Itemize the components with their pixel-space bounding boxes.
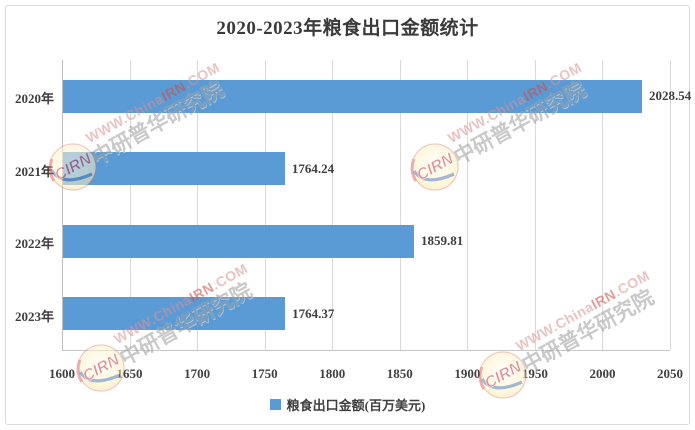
- bar-value-label: 1764.24: [291, 160, 335, 176]
- x-tick-label: 2000: [589, 366, 616, 381]
- category-label: 2023年: [14, 308, 54, 324]
- gridline: [399, 60, 401, 350]
- legend-label: 粮食出口金额(百万美元): [286, 397, 426, 413]
- x-axis-line: [62, 350, 670, 351]
- cirn-logo-icon: CIRN: [410, 143, 459, 191]
- watermark-url-segment: .COM: [610, 267, 653, 300]
- gridline: [129, 60, 131, 350]
- x-tick-label: 1700: [184, 366, 211, 381]
- category-label: 2022年: [14, 236, 54, 252]
- x-tick-label: 1600: [49, 366, 75, 381]
- chart-title: 2020-2023年粮食出口金额统计: [216, 18, 479, 39]
- bar-value-label: 1859.81: [421, 233, 464, 249]
- bar-2020年: [63, 79, 642, 113]
- x-tick-label: 1900: [454, 366, 481, 381]
- legend: 粮食出口金额(百万美元): [0, 394, 695, 414]
- gridline: [197, 60, 199, 350]
- bar-2022年: [63, 224, 415, 258]
- x-tick-label: 1800: [319, 366, 346, 381]
- bar-value-label: 1764.37: [292, 305, 335, 321]
- bar-2023年: [63, 297, 286, 331]
- svg-text:CIRN: CIRN: [414, 150, 457, 184]
- watermark-url-segment: IRN: [588, 285, 619, 313]
- watermark-org-text: 中研普华研究院: [518, 285, 658, 378]
- gridline: [467, 60, 469, 350]
- category-label: 2020年: [14, 91, 54, 107]
- x-tick-label: 1650: [116, 366, 143, 381]
- cirn-logo: CIRN: [409, 141, 461, 193]
- chart-frame: [5, 5, 690, 425]
- gridline: [602, 60, 604, 350]
- x-tick-label: 1950: [521, 366, 548, 381]
- watermark-url-segment: .COM: [208, 260, 251, 293]
- y-axis-line: [62, 60, 63, 350]
- bar-2021年: [63, 152, 285, 186]
- x-tick-label: 2050: [657, 366, 683, 381]
- category-label: 2021年: [14, 163, 54, 179]
- legend-marker-icon: [269, 398, 281, 410]
- gridline: [264, 60, 266, 350]
- watermark-url-segment: WWW.China: [513, 298, 597, 354]
- bar-value-label: 2028.54: [649, 88, 692, 104]
- x-tick-label: 1850: [386, 366, 413, 381]
- gridline: [332, 60, 334, 350]
- gridline: [670, 60, 671, 350]
- x-tick-label: 1750: [251, 366, 278, 381]
- gridline: [534, 60, 536, 350]
